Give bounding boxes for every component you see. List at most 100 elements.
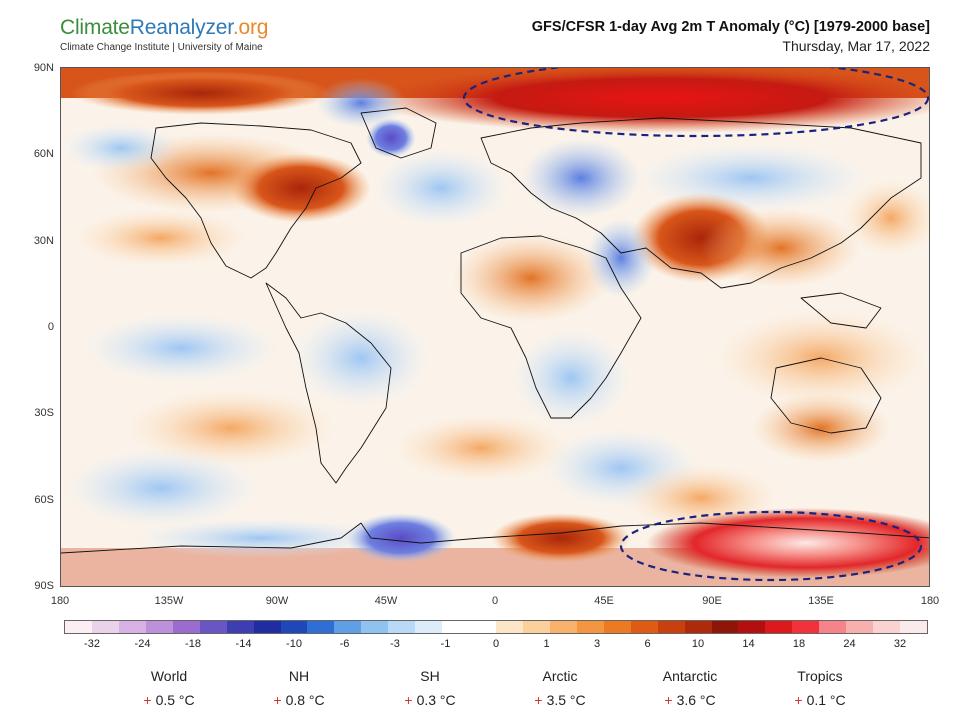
stat-arctic: Arctic +3.5 °C — [500, 668, 620, 708]
lon-label: 0 — [491, 595, 499, 607]
color-scale-segment — [469, 621, 496, 633]
stat-label: NH — [288, 668, 310, 684]
color-scale-tick-label: 1 — [543, 638, 550, 650]
color-scale-segment — [873, 621, 901, 633]
color-scale-segment — [630, 621, 658, 633]
color-scale-segment — [91, 621, 119, 633]
lon-label: 180 — [920, 595, 940, 607]
color-scale-segment — [576, 621, 604, 633]
color-scale-tick-label: -32 — [84, 638, 100, 650]
color-scale-segment — [522, 621, 550, 633]
color-scale-segment — [738, 621, 766, 633]
stat-value: 0.8 °C — [285, 692, 325, 708]
stat-value: 0.5 °C — [155, 692, 195, 708]
stat-value-row: +3.6 °C — [630, 692, 750, 708]
color-scale-segment — [765, 621, 793, 633]
antarctic-highlight-ellipse — [619, 510, 923, 582]
stat-antarctic: Antarctic +3.6 °C — [630, 668, 750, 708]
lon-label: 90W — [265, 595, 289, 607]
color-scale-segment — [603, 621, 631, 633]
map-title: GFS/CFSR 1-day Avg 2m T Anomaly (°C) [19… — [531, 19, 930, 35]
color-scale-segment — [900, 621, 927, 633]
lat-label: 0 — [47, 321, 54, 333]
color-scale-tick-label: -1 — [440, 638, 451, 650]
plus-icon: + — [404, 692, 413, 708]
color-scale-tick-label: 24 — [843, 638, 856, 650]
color-scale-segment — [172, 621, 200, 633]
color-scale-segment — [792, 621, 820, 633]
map-date: Thursday, Mar 17, 2022 — [782, 38, 930, 54]
logo-part-org: .org — [232, 16, 269, 39]
plus-icon: + — [664, 692, 673, 708]
color-scale-segment — [496, 621, 523, 633]
color-scale-tick-label: 14 — [742, 638, 755, 650]
color-scale-segment — [684, 621, 712, 633]
regional-averages: World +0.5 °C NH +0.8 °C SH +0.3 °C Arct… — [0, 668, 966, 718]
lat-label: 90N — [33, 62, 54, 74]
color-scale-tick-label: 3 — [593, 638, 601, 650]
logo-part-reanalyzer: Reanalyzer — [129, 16, 233, 39]
lon-label: 135W — [154, 595, 184, 607]
lon-label: 45W — [374, 595, 398, 607]
logo-part-climate: Climate — [60, 16, 130, 39]
color-scale-segment — [711, 621, 739, 633]
color-scale-tick-label: 0 — [492, 638, 500, 650]
color-scale-segment — [388, 621, 416, 633]
stat-value-row: +0.8 °C — [239, 692, 359, 708]
color-scale-segment — [226, 621, 254, 633]
plus-icon: + — [273, 692, 282, 708]
lat-label: 30N — [33, 235, 54, 247]
color-scale-segment — [118, 621, 146, 633]
color-scale-tick-label: 6 — [644, 638, 651, 650]
stat-label: SH — [420, 668, 440, 684]
color-scale-bar — [64, 620, 928, 634]
logo-wordmark: ClimateReanalyzer.org — [60, 16, 268, 40]
stat-label: Antarctic — [662, 668, 718, 684]
color-scale-tick-label: -24 — [134, 638, 151, 650]
site-logo[interactable]: ClimateReanalyzer.org Climate Change Ins… — [60, 16, 268, 53]
stat-value: 0.3 °C — [416, 692, 456, 708]
color-scale-segment — [819, 621, 847, 633]
stat-value-row: +0.1 °C — [760, 692, 880, 708]
color-scale-segment — [442, 621, 470, 633]
stat-label: Arctic — [542, 668, 578, 684]
lon-label: 45E — [594, 595, 614, 607]
color-scale-tick-label: -14 — [235, 638, 252, 650]
plus-icon: + — [143, 692, 152, 708]
color-scale-tick-label: -18 — [185, 638, 201, 650]
color-scale-segment — [549, 621, 577, 633]
stat-label: Tropics — [797, 668, 843, 684]
stat-value-row: +0.5 °C — [109, 692, 229, 708]
map-canvas — [61, 68, 929, 586]
lat-label: 60N — [33, 148, 54, 160]
color-scale-segment — [199, 621, 227, 633]
logo-subtitle: Climate Change Institute | University of… — [60, 42, 263, 53]
color-scale-segment — [657, 621, 685, 633]
color-scale-tick-label: -10 — [286, 638, 302, 650]
stat-value: 3.6 °C — [676, 692, 716, 708]
color-scale-tick-label: 18 — [792, 638, 806, 650]
color-scale-segment — [307, 621, 335, 633]
lat-label: 30S — [34, 407, 54, 419]
color-scale-segment — [145, 621, 173, 633]
stat-value-row: +0.3 °C — [370, 692, 490, 708]
stat-value: 3.5 °C — [546, 692, 586, 708]
map-title-block: GFS/CFSR 1-day Avg 2m T Anomaly (°C) [19… — [532, 19, 930, 54]
color-scale-tick-label: 10 — [691, 638, 705, 650]
color-scale-segment — [361, 621, 389, 633]
stat-tropics: Tropics +0.1 °C — [760, 668, 880, 708]
lat-label: 90S — [34, 580, 54, 592]
stat-world: World +0.5 °C — [109, 668, 229, 708]
stat-value-row: +3.5 °C — [500, 692, 620, 708]
color-scale-segment — [334, 621, 362, 633]
stat-value: 0.1 °C — [806, 692, 846, 708]
plus-icon: + — [794, 692, 803, 708]
temperature-anomaly-map — [60, 67, 930, 587]
color-scale-tick-label: 32 — [893, 638, 907, 650]
lon-label: 135E — [808, 595, 834, 607]
color-scale-segment — [253, 621, 281, 633]
color-scale-segment — [846, 621, 874, 633]
stat-sh: SH +0.3 °C — [370, 668, 490, 708]
lon-label: 90E — [702, 595, 722, 607]
arctic-highlight-ellipse — [462, 68, 929, 138]
